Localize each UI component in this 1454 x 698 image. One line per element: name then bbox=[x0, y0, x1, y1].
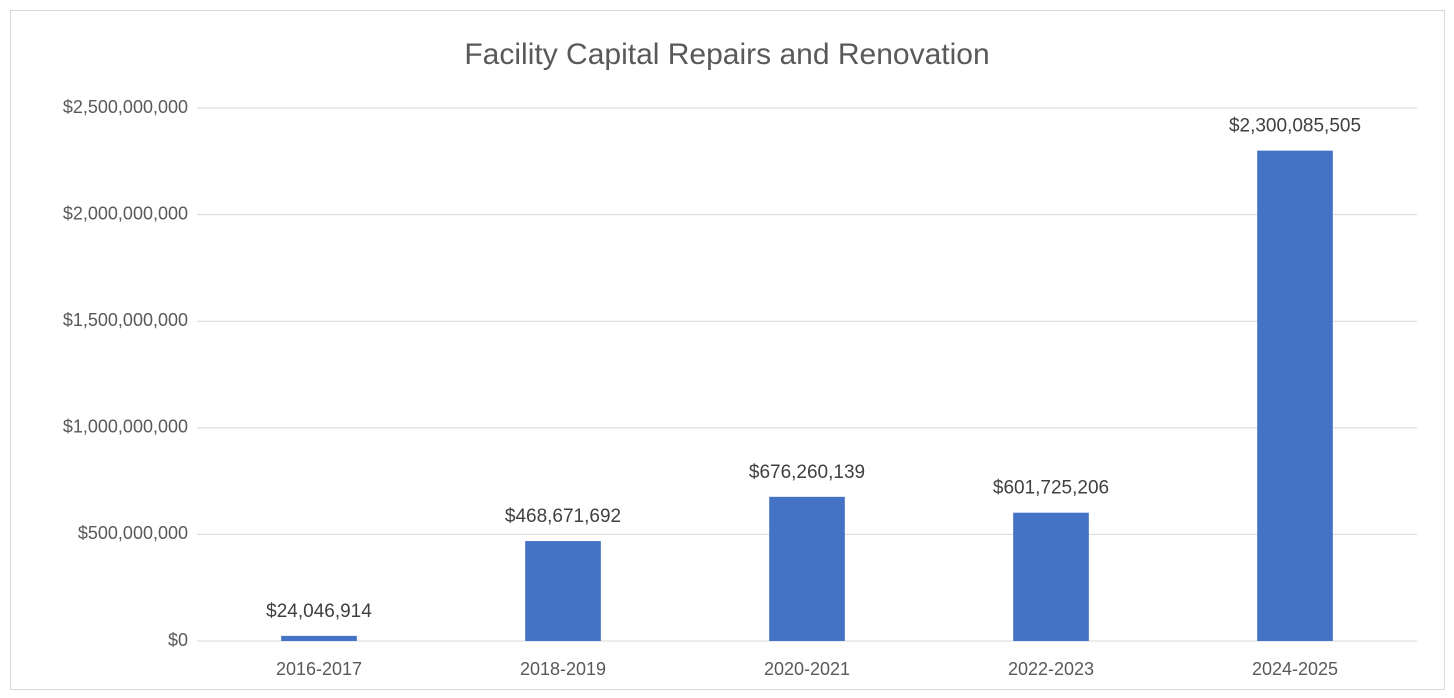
bar bbox=[281, 635, 357, 641]
x-tick-label: 2018-2019 bbox=[520, 659, 606, 679]
data-label: $676,260,139 bbox=[749, 462, 865, 483]
data-label: $468,671,692 bbox=[505, 506, 621, 527]
chart-border bbox=[10, 10, 1445, 690]
data-label: $24,046,914 bbox=[266, 601, 372, 622]
x-tick-label: 2024-2025 bbox=[1252, 659, 1338, 679]
y-tick-label: $2,000,000,000 bbox=[63, 203, 188, 223]
x-tick-label: 2020-2021 bbox=[764, 659, 850, 679]
data-label: $2,300,085,505 bbox=[1229, 116, 1361, 137]
bar bbox=[525, 541, 601, 641]
chart-title: Facility Capital Repairs and Renovation bbox=[464, 38, 989, 71]
bar bbox=[1013, 512, 1089, 641]
y-tick-label: $0 bbox=[168, 630, 188, 650]
y-tick-label: $1,000,000,000 bbox=[63, 417, 188, 437]
bar bbox=[769, 496, 845, 641]
x-tick-label: 2022-2023 bbox=[1008, 659, 1094, 679]
y-tick-label: $500,000,000 bbox=[78, 523, 188, 543]
x-tick-label: 2016-2017 bbox=[276, 659, 362, 679]
bar bbox=[1257, 150, 1333, 641]
y-tick-label: $1,500,000,000 bbox=[63, 310, 188, 330]
data-label: $601,725,206 bbox=[993, 478, 1109, 499]
y-tick-label: $2,500,000,000 bbox=[63, 97, 188, 117]
